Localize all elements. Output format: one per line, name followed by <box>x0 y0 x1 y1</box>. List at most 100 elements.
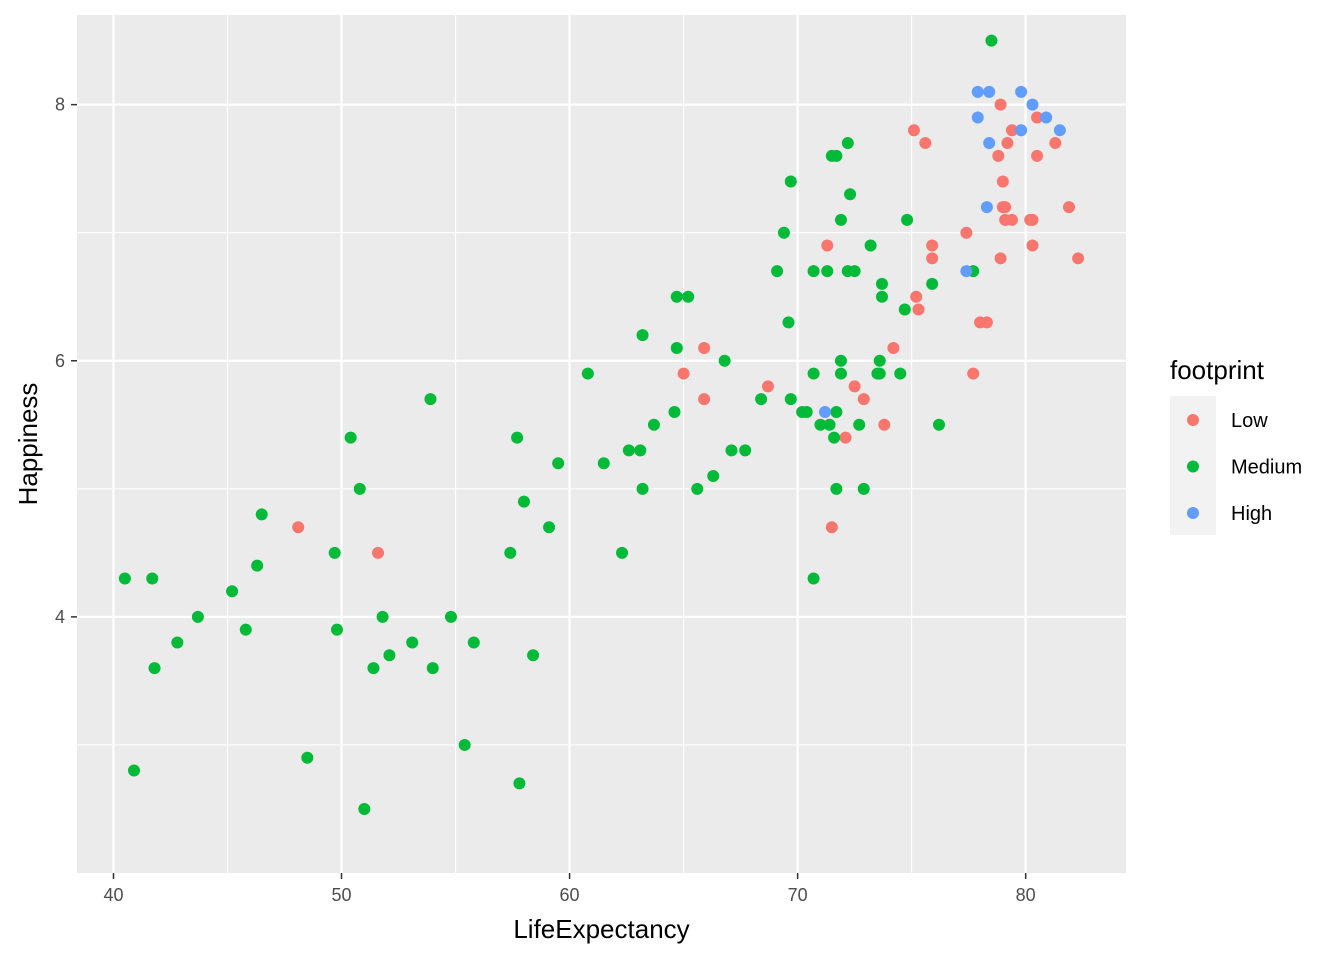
data-point-low <box>980 316 993 329</box>
data-point-medium <box>301 751 314 764</box>
data-point-medium <box>718 354 731 367</box>
data-point-medium <box>511 431 524 444</box>
data-point-medium <box>444 610 457 623</box>
data-point-medium <box>616 546 629 559</box>
data-point-high <box>980 201 993 214</box>
data-point-medium <box>894 367 907 380</box>
data-point-medium <box>853 418 866 431</box>
data-point-medium <box>504 546 517 559</box>
data-point-low <box>926 252 939 265</box>
legend-key-high <box>1187 507 1199 519</box>
data-point-low <box>996 175 1009 188</box>
data-point-medium <box>691 482 704 495</box>
data-point-medium <box>782 316 795 329</box>
data-point-low <box>761 380 774 393</box>
data-point-high <box>983 85 996 98</box>
data-point-low <box>967 367 980 380</box>
legend-label-low: Low <box>1231 410 1268 432</box>
data-point-medium <box>239 623 252 636</box>
data-point-medium <box>353 482 366 495</box>
data-point-low <box>994 98 1007 111</box>
data-point-medium <box>527 649 540 662</box>
data-point-low <box>1031 149 1044 162</box>
data-point-low <box>878 418 891 431</box>
data-point-high <box>1040 111 1053 124</box>
data-point-medium <box>848 265 861 278</box>
data-point-medium <box>171 636 184 649</box>
data-point-medium <box>823 418 836 431</box>
y-tick-label: 8 <box>55 95 65 115</box>
x-tick-label: 70 <box>788 885 808 905</box>
data-point-low <box>677 367 690 380</box>
data-points <box>118 34 1085 815</box>
data-point-medium <box>755 393 768 406</box>
data-point-medium <box>784 393 797 406</box>
data-point-medium <box>328 546 341 559</box>
legend-key-low <box>1187 414 1199 426</box>
y-axis-title: Happiness <box>13 383 43 506</box>
data-point-medium <box>830 149 843 162</box>
data-point-medium <box>901 213 914 226</box>
x-tick-label: 50 <box>332 885 352 905</box>
data-point-high <box>1026 98 1039 111</box>
data-point-low <box>912 303 925 316</box>
data-point-high <box>818 405 831 418</box>
data-point-medium <box>670 341 683 354</box>
x-tick-label: 80 <box>1016 885 1036 905</box>
legend-label-medium: Medium <box>1231 457 1302 479</box>
data-point-low <box>992 149 1005 162</box>
data-point-low <box>1026 239 1039 252</box>
data-point-low <box>1001 137 1014 150</box>
data-point-low <box>821 239 834 252</box>
data-point-medium <box>358 802 371 815</box>
data-point-medium <box>807 367 820 380</box>
data-point-low <box>839 431 852 444</box>
major-gridlines <box>77 15 1126 873</box>
x-tick-label: 60 <box>560 885 580 905</box>
data-point-low <box>698 341 711 354</box>
data-point-medium <box>771 265 784 278</box>
data-point-medium <box>898 303 911 316</box>
data-point-medium <box>784 175 797 188</box>
data-point-high <box>1053 124 1066 137</box>
data-point-low <box>887 341 900 354</box>
data-point-medium <box>146 572 159 585</box>
data-point-medium <box>226 585 239 598</box>
data-point-medium <box>830 482 843 495</box>
data-point-high <box>1015 85 1028 98</box>
data-point-medium <box>426 662 439 675</box>
data-point-low <box>1062 201 1075 214</box>
data-point-medium <box>670 290 683 303</box>
y-tick-label: 4 <box>55 607 65 627</box>
data-point-medium <box>118 572 131 585</box>
x-axis: 40 50 60 70 80 <box>103 873 1036 905</box>
plot-panel <box>77 15 1126 873</box>
data-point-medium <box>873 354 886 367</box>
data-point-low <box>910 290 923 303</box>
data-point-low <box>825 521 838 534</box>
data-point-medium <box>933 418 946 431</box>
data-point-medium <box>834 213 847 226</box>
data-point-medium <box>834 367 847 380</box>
data-point-high <box>983 137 996 150</box>
data-point-high <box>971 85 984 98</box>
data-point-medium <box>682 290 695 303</box>
data-point-medium <box>800 405 813 418</box>
data-point-low <box>994 252 1007 265</box>
data-point-medium <box>376 610 389 623</box>
data-point-medium <box>926 277 939 290</box>
data-point-medium <box>821 265 834 278</box>
data-point-medium <box>344 431 357 444</box>
data-point-low <box>848 380 861 393</box>
data-point-medium <box>830 405 843 418</box>
data-point-medium <box>517 495 530 508</box>
data-point-medium <box>841 137 854 150</box>
y-axis: 4 6 8 <box>55 95 77 627</box>
data-point-medium <box>552 457 565 470</box>
data-point-medium <box>844 188 857 201</box>
data-point-medium <box>255 508 268 521</box>
data-point-low <box>1031 111 1044 124</box>
data-point-low <box>372 546 385 559</box>
data-point-medium <box>725 444 738 457</box>
data-point-medium <box>985 34 998 47</box>
